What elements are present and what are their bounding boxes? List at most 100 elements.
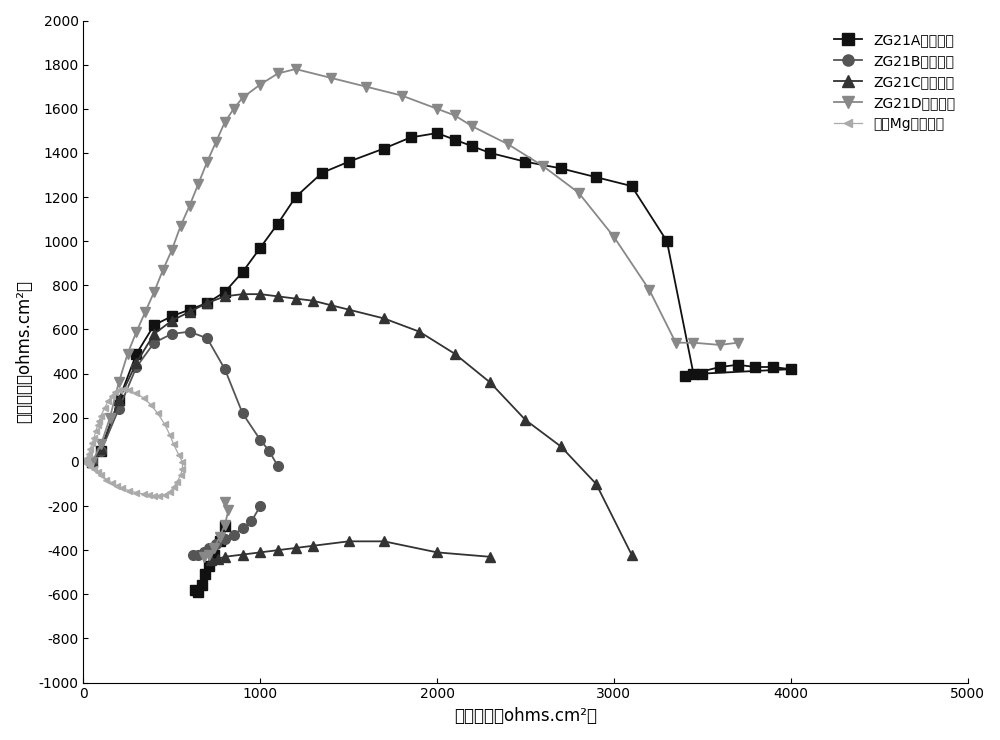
高绯Mg（铸态） — [164, 431, 176, 440]
高绯Mg（铸态） — [106, 479, 118, 488]
Line: 高绯Mg（铸态）: 高绯Mg（铸态） — [81, 386, 186, 500]
ZG21D（铸态） — [290, 64, 302, 73]
ZG21A（铸态） — [661, 237, 673, 246]
ZG21D（铸态） — [175, 221, 187, 230]
ZG21D（铸态） — [201, 158, 213, 166]
ZG21D（铸态） — [237, 93, 249, 102]
ZG21A（铸态） — [626, 181, 638, 190]
ZG21B（铸态） — [184, 327, 196, 336]
ZG21D（铸态） — [573, 188, 585, 197]
ZG21D（铸态） — [192, 179, 204, 188]
ZG21D（铸态） — [431, 104, 443, 113]
高绯Mg（铸态） — [95, 471, 107, 480]
高绯Mg（铸态） — [113, 386, 125, 394]
ZG21C（铸态） — [325, 300, 337, 309]
Y-axis label: 阻抗虚部（ohms.cm²）: 阻抗虚部（ohms.cm²） — [15, 280, 33, 423]
ZG21A（铸态） — [148, 320, 160, 329]
高绯Mg（铸态） — [171, 477, 183, 486]
ZG21C（铸态） — [254, 290, 266, 299]
高绯Mg（铸态） — [99, 403, 111, 412]
高绯Mg（铸态） — [84, 462, 96, 471]
ZG21A（铸态） — [590, 172, 602, 181]
ZG21A（铸态） — [405, 133, 417, 142]
ZG21A（铸态） — [687, 369, 699, 378]
ZG21A（铸态） — [484, 149, 496, 158]
高绯Mg（铸态） — [109, 388, 121, 397]
ZG21D（铸态） — [608, 232, 620, 241]
Legend: ZG21A（铸态）, ZG21B（铸态）, ZG21C（铸态）, ZG21D（铸态）, 高绯Mg（铸态）: ZG21A（铸态）, ZG21B（铸态）, ZG21C（铸态）, ZG21D（铸… — [828, 27, 961, 136]
Line: ZG21C（铸态）: ZG21C（铸态） — [87, 289, 636, 559]
高绯Mg（铸态） — [83, 450, 95, 459]
ZG21A（铸态） — [290, 192, 302, 201]
ZG21A（铸态） — [201, 298, 213, 307]
ZG21D（铸态） — [360, 82, 372, 91]
高绯Mg（铸态） — [152, 409, 164, 418]
ZG21D（铸态） — [219, 118, 231, 127]
ZG21A（铸态） — [166, 312, 178, 320]
Line: ZG21A（铸态）: ZG21A（铸态） — [87, 128, 796, 467]
ZG21A（铸态） — [679, 371, 691, 380]
高绯Mg（铸态） — [93, 417, 105, 425]
ZG21B（铸态） — [113, 405, 125, 414]
ZG21D（铸态） — [714, 340, 726, 349]
ZG21D（铸态） — [113, 378, 125, 387]
ZG21C（铸态） — [590, 480, 602, 488]
ZG21C（铸态） — [307, 296, 319, 305]
ZG21A（铸态） — [184, 305, 196, 314]
高绯Mg（铸态） — [143, 491, 155, 500]
ZG21A（铸态） — [95, 446, 107, 455]
ZG21C（铸态） — [113, 396, 125, 405]
ZG21A（铸态） — [767, 363, 779, 371]
ZG21D（铸态） — [122, 349, 134, 358]
ZG21D（铸态） — [537, 162, 549, 171]
ZG21B（铸态） — [263, 446, 275, 455]
ZG21D（铸态） — [502, 140, 514, 149]
高绯Mg（铸态） — [138, 489, 150, 498]
高绯Mg（铸态） — [123, 386, 135, 394]
ZG21A（铸态） — [431, 129, 443, 138]
ZG21B（铸态） — [166, 329, 178, 338]
高绯Mg（铸态） — [130, 488, 142, 497]
ZG21D（铸态） — [104, 414, 116, 423]
ZG21C（铸态） — [484, 378, 496, 387]
高绯Mg（铸态） — [88, 464, 100, 473]
ZG21C（铸态） — [130, 358, 142, 367]
ZG21D（铸态） — [687, 338, 699, 347]
高绯Mg（铸态） — [145, 400, 157, 409]
ZG21B（铸态） — [95, 446, 107, 455]
ZG21A（铸态） — [785, 365, 797, 374]
ZG21C（铸态） — [343, 305, 355, 314]
高绯Mg（铸态） — [123, 486, 135, 495]
高绯Mg（铸态） — [173, 451, 185, 460]
ZG21D（铸态） — [166, 246, 178, 255]
高绯Mg（铸态） — [175, 471, 187, 480]
ZG21C（铸态） — [413, 327, 425, 336]
ZG21A（铸态） — [449, 135, 461, 144]
ZG21B（铸态） — [201, 334, 213, 343]
ZG21B（铸态） — [86, 457, 98, 466]
高绯Mg（铸态） — [79, 457, 91, 465]
高绯Mg（铸态） — [90, 426, 102, 435]
ZG21A（铸态） — [696, 369, 708, 378]
高绯Mg（铸态） — [92, 468, 104, 477]
ZG21B（铸态） — [130, 363, 142, 371]
高绯Mg（铸态） — [82, 460, 94, 468]
ZG21D（铸态） — [228, 104, 240, 113]
高绯Mg（铸态） — [138, 394, 150, 403]
高绯Mg（铸态） — [95, 411, 107, 420]
ZG21B（铸态） — [148, 338, 160, 347]
ZG21A（铸态） — [316, 168, 328, 177]
ZG21A（铸态） — [343, 158, 355, 166]
高绯Mg（铸态） — [92, 421, 104, 430]
ZG21C（铸态） — [166, 316, 178, 325]
ZG21D（铸态） — [184, 201, 196, 210]
ZG21D（铸态） — [210, 138, 222, 147]
ZG21D（铸态） — [732, 338, 744, 347]
ZG21C（铸态） — [219, 292, 231, 300]
高绯Mg（铸态） — [100, 475, 112, 484]
ZG21B（铸态） — [219, 365, 231, 374]
高绯Mg（铸态） — [159, 420, 171, 428]
ZG21A（铸态） — [254, 243, 266, 252]
ZG21B（铸态） — [254, 435, 266, 444]
高绯Mg（铸态） — [118, 385, 130, 394]
